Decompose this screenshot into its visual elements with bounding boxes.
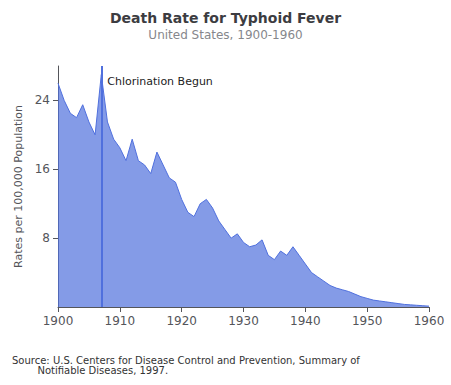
svg-text:1900: 1900 [43,314,74,328]
svg-text:Source: U.S. Centers for Disea: Source: U.S. Centers for Disease Control… [12,354,360,366]
svg-text:1940: 1940 [290,314,321,328]
svg-text:1960: 1960 [414,314,445,328]
svg-text:Notifiable Diseases, 1997.: Notifiable Diseases, 1997. [12,365,168,376]
svg-text:24: 24 [35,93,50,107]
svg-text:Chlorination Begun: Chlorination Begun [107,75,213,88]
svg-text:1950: 1950 [352,314,383,328]
svg-text:8: 8 [42,231,50,245]
svg-text:16: 16 [35,162,50,176]
svg-text:1910: 1910 [105,314,136,328]
svg-text:Rates per 100,000 Population: Rates per 100,000 Population [12,105,25,268]
svg-text:1930: 1930 [228,314,259,328]
svg-text:United States, 1900-1960: United States, 1900-1960 [148,28,302,42]
svg-text:Death Rate for Typhoid Fever: Death Rate for Typhoid Fever [110,10,341,26]
svg-text:1920: 1920 [166,314,197,328]
